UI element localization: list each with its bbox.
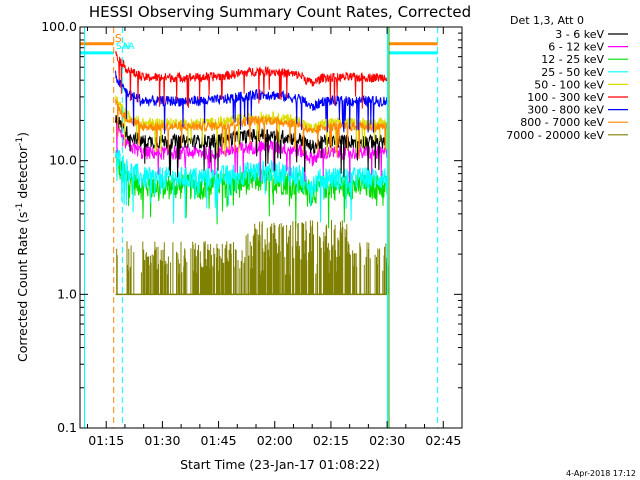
y-axis-label: Corrected Count Rate (s-1 detector-1) <box>15 132 30 362</box>
marker-label-s: S <box>115 32 122 45</box>
legend-entry-label: 50 - 100 keV <box>534 78 604 91</box>
x-tick-label: 02:30 <box>369 433 405 448</box>
legend-entry-label: 300 - 800 keV <box>527 104 604 117</box>
timestamp-stamp: 4-Apr-2018 17:12 <box>566 469 636 478</box>
x-tick-label: 02:45 <box>425 433 461 448</box>
x-axis-label: Start Time (23-Jan-17 01:08:22) <box>180 457 380 472</box>
y-tick-label: 1.0 <box>57 286 77 301</box>
x-tick-label: 01:15 <box>88 433 124 448</box>
series-line-6 <box>115 70 388 134</box>
x-tick-label: 02:15 <box>313 433 349 448</box>
legend-entry-label: 3 - 6 keV <box>555 28 604 41</box>
plot-frame <box>79 26 463 429</box>
x-tick-label: 01:45 <box>201 433 237 448</box>
series-line-7 <box>115 98 388 159</box>
legend-entry-label: 800 - 7000 keV <box>520 116 604 129</box>
legend-entry-label: 12 - 25 keV <box>541 53 604 66</box>
y-axis-label-sup-1: -1 <box>15 203 25 212</box>
x-tick-label: 01:30 <box>144 433 180 448</box>
y-tick-label: 100.0 <box>41 19 77 34</box>
y-tick-label: 0.1 <box>57 420 77 435</box>
marker-label-n: N <box>123 42 130 52</box>
series-line-3 <box>115 147 388 224</box>
y-axis-label-sup-2: -1 <box>15 137 25 146</box>
y-tick-label: 10.0 <box>49 153 77 168</box>
marker-label-saa: SAA <box>116 42 135 52</box>
series-line-1 <box>115 120 388 183</box>
legend-entry-label: 25 - 50 keV <box>541 66 604 79</box>
series-line-8 <box>116 220 389 295</box>
legend-entry-label: 100 - 300 keV <box>527 91 604 104</box>
x-tick-label: 02:00 <box>257 433 293 448</box>
legend-entry-label: 7000 - 20000 keV <box>506 129 604 142</box>
series-line-5 <box>115 51 388 109</box>
axes: 0.1 1.0 10.0 100.0 01:15 01:30 01:45 02:00 02:15… <box>41 19 463 448</box>
legend-entry-label: 6 - 12 keV <box>548 41 604 54</box>
chart-title: HESSI Observing Summary Count Rates, Cor… <box>89 3 471 21</box>
legend-header: Det 1,3, Att 0 <box>510 14 584 27</box>
